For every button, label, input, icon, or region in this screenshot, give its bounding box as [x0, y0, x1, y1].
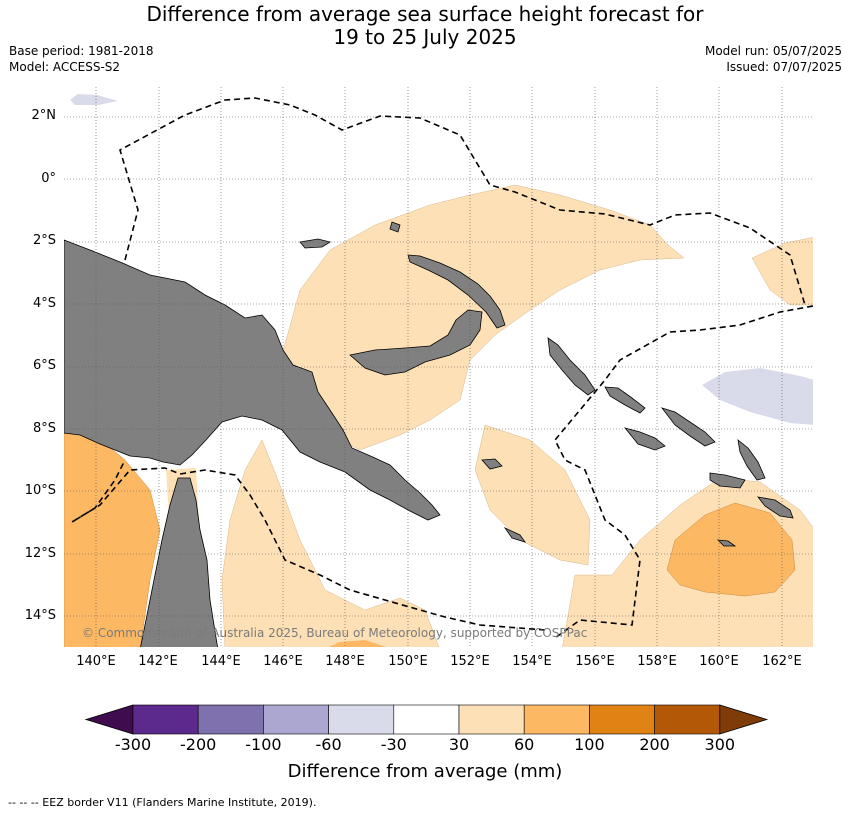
colorbar-tick-label: 300: [704, 735, 736, 754]
meta-left: Base period: 1981-2018 Model: ACCESS-S2: [9, 43, 154, 75]
lon-label-148e: 148°E: [325, 654, 365, 669]
colorbar-segment: [393, 704, 460, 735]
colorbar: [84, 704, 769, 735]
lon-label-162e: 162°E: [762, 654, 802, 669]
colorbar-segment: [523, 704, 590, 735]
lon-label-150e: 150°E: [388, 654, 428, 669]
lon-label-154e: 154°E: [512, 654, 552, 669]
land-new-guinea: [64, 239, 441, 521]
land-manus: [299, 238, 332, 249]
anomaly-region-neg-east: [702, 368, 813, 425]
colorbar-tick-label: 200: [639, 735, 670, 754]
lon-label-144e: 144°E: [201, 654, 241, 669]
land-new-britain: [349, 309, 483, 376]
colorbar-tick-label: -30: [380, 735, 407, 754]
land-bougainville: [547, 337, 596, 396]
land-cape-york: [140, 477, 218, 647]
lat-label-10s: 10°S: [24, 483, 56, 498]
colorbar-tick-label: -100: [245, 735, 282, 754]
copyright-notice: © Commonwealth of Australia 2025, Bureau…: [82, 626, 588, 640]
graticule: [64, 87, 813, 647]
anomaly-region-30-60-central: [474, 424, 591, 566]
lon-label-152e: 152°E: [450, 654, 490, 669]
colorbar-tick-label: 100: [574, 735, 605, 754]
lon-label-158e: 158°E: [637, 654, 677, 669]
lat-label-14s: 14°S: [24, 608, 56, 623]
lat-label-4s: 4°S: [32, 296, 56, 311]
land-santa-isabel: [604, 386, 646, 414]
anomaly-region-30-60-northeast: [751, 237, 813, 306]
lat-label-8s: 8°S: [32, 421, 56, 436]
base-period-label: Base period: 1981-2018: [9, 44, 154, 58]
land-small-island-d: [389, 221, 401, 233]
colorbar-tick-label: -60: [315, 735, 342, 754]
lon-label-160e: 160°E: [699, 654, 739, 669]
colorbar-segment: [132, 704, 199, 735]
colorbar-segment: [197, 704, 264, 735]
land-small-island-b: [481, 458, 503, 470]
land-vanuatu-north: [737, 439, 766, 481]
colorbar-segment: [589, 704, 655, 735]
land-vanuatu-south: [757, 496, 794, 519]
colorbar-extend-low: [84, 704, 134, 735]
land-guadalcanal: [623, 427, 666, 451]
title-line-1: Difference from average sea surface heig…: [146, 2, 704, 26]
lat-label-12s: 12°S: [24, 546, 56, 561]
land-new-ireland: [407, 254, 506, 329]
colorbar-segment: [458, 704, 525, 735]
lat-label-2n: 2°N: [31, 108, 57, 123]
title-line-2: 19 to 25 July 2025: [333, 25, 517, 49]
map-title: Difference from average sea surface heig…: [0, 3, 850, 49]
colorbar-segment: [654, 704, 721, 735]
lat-label-0: 0°: [41, 171, 56, 186]
anomaly-region-60-100-south: [328, 640, 386, 647]
colorbar-tick-label: -300: [114, 735, 152, 754]
colorbar-tick-label: 60: [514, 735, 535, 754]
colorbar-extend-high: [719, 704, 769, 735]
colorbar-title: Difference from average (mm): [287, 761, 563, 782]
eez-border: [71, 97, 813, 639]
lat-label-6s: 6°S: [32, 358, 56, 373]
colorbar-segment: [263, 704, 329, 735]
lon-label-156e: 156°E: [575, 654, 615, 669]
anomaly-region-30-60-north: [281, 184, 685, 451]
anomaly-region-neg-north: [70, 94, 118, 105]
land-malaita: [660, 407, 716, 447]
lon-label-146e: 146°E: [263, 654, 303, 669]
land-small-island-c: [716, 539, 737, 547]
lat-label-2s: 2°S: [32, 233, 56, 248]
map-area: [64, 87, 813, 647]
land-small-island-e: [503, 527, 527, 543]
colorbar-segment: [328, 704, 395, 735]
model-label: Model: ACCESS-S2: [9, 60, 121, 74]
lon-label-142e: 142°E: [138, 654, 178, 669]
anomaly-region-30-60-coral-sea: [221, 439, 440, 647]
land-small-island-a: [709, 472, 746, 489]
colorbar-tick-label: -200: [180, 735, 217, 754]
meta-right: Model run: 05/07/2025 Issued: 07/07/2025: [705, 43, 842, 75]
colorbar-tick-label: 30: [448, 735, 470, 754]
issued-label: Issued: 07/07/2025: [726, 60, 842, 74]
lon-label-140e: 140°E: [76, 654, 116, 669]
eez-footnote: -- -- -- EEZ border V11 (Flanders Marine…: [8, 796, 317, 809]
anomaly-region-60-100-southeast: [666, 502, 796, 597]
model-run-label: Model run: 05/07/2025: [704, 44, 842, 58]
